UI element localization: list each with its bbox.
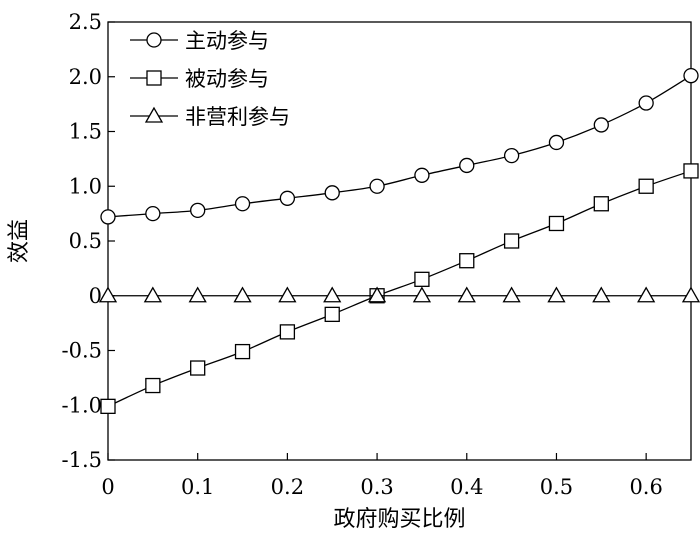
x-tick-label: 0.2: [271, 475, 304, 499]
x-tick-label: 0.4: [450, 475, 483, 499]
data-point: [548, 134, 565, 151]
data-point: [593, 117, 609, 133]
series-circle: [100, 68, 699, 225]
y-axis-ticks: 2.5 2.0 1.5 1.0 0.5 0 -0.5 -1.0 -1.5: [62, 10, 115, 472]
legend-label: 主动参与: [185, 29, 269, 53]
legend-marker: [146, 32, 162, 48]
legend-label: 被动参与: [185, 67, 269, 91]
data-point: [681, 286, 700, 303]
data-point: [278, 286, 297, 303]
data-point: [502, 286, 521, 303]
data-point: [145, 205, 161, 222]
data-point: [548, 215, 565, 232]
data-point: [637, 286, 656, 303]
y-tick-label: 2.0: [69, 65, 102, 89]
data-point: [638, 178, 654, 194]
data-point: [145, 377, 161, 394]
data-point: [279, 324, 296, 340]
series-square: [100, 163, 699, 414]
data-point: [233, 286, 252, 303]
y-tick-label: -1.5: [62, 448, 103, 472]
data-point: [547, 286, 566, 303]
data-point: [190, 202, 206, 218]
y-tick-label: 2.5: [69, 10, 102, 34]
data-point: [593, 196, 609, 212]
data-point: [503, 147, 520, 164]
legend-item: 主动参与: [130, 29, 269, 53]
y-tick-label: -1.0: [62, 393, 103, 417]
data-point: [367, 286, 387, 303]
data-point: [638, 95, 654, 111]
x-tick-label: 0.1: [181, 475, 214, 499]
y-axis-title: 效益: [7, 219, 32, 263]
data-point: [324, 185, 340, 201]
legend-label: 非营利参与: [185, 105, 290, 129]
y-tick-label: 1.5: [69, 120, 102, 144]
data-point: [234, 196, 251, 212]
data-point: [323, 286, 342, 303]
legend-item: 被动参与: [130, 67, 269, 91]
legend-marker: [144, 106, 164, 123]
data-point: [369, 178, 385, 194]
data-point: [459, 253, 475, 269]
data-point: [414, 271, 430, 287]
data-point: [279, 190, 296, 206]
series-line: [107, 75, 692, 218]
data-point: [98, 286, 118, 303]
y-tick-label: 0.5: [69, 229, 102, 253]
data-point: [190, 360, 206, 376]
x-tick-label: 0.5: [540, 475, 573, 499]
data-point: [457, 286, 476, 303]
data-point: [683, 163, 699, 179]
data-point: [503, 233, 520, 249]
x-tick-label: 0.6: [629, 475, 662, 499]
legend-item: 非营利参与: [130, 105, 290, 129]
x-axis-ticks: 0 0.1 0.2 0.3 0.4 0.5 0.6: [101, 453, 663, 499]
legend-marker: [146, 70, 162, 86]
y-tick-label: 1.0: [69, 174, 102, 198]
x-axis-title: 政府购买比例: [333, 507, 465, 532]
data-point: [234, 343, 251, 360]
series-triangle: [98, 286, 700, 303]
data-point: [459, 157, 475, 174]
y-tick-label: -0.5: [62, 339, 103, 363]
data-point: [324, 306, 340, 323]
data-point: [100, 398, 116, 414]
x-tick-label: 0: [101, 475, 114, 499]
data-point: [683, 68, 699, 84]
data-point: [414, 167, 430, 183]
data-point: [188, 286, 207, 303]
y-tick-label: 0: [89, 284, 102, 308]
data-point: [412, 286, 432, 303]
x-tick-label: 0.3: [360, 475, 393, 499]
data-point: [143, 286, 162, 303]
data-point: [100, 209, 116, 225]
data-point: [592, 286, 611, 303]
series-layer: [98, 68, 700, 414]
